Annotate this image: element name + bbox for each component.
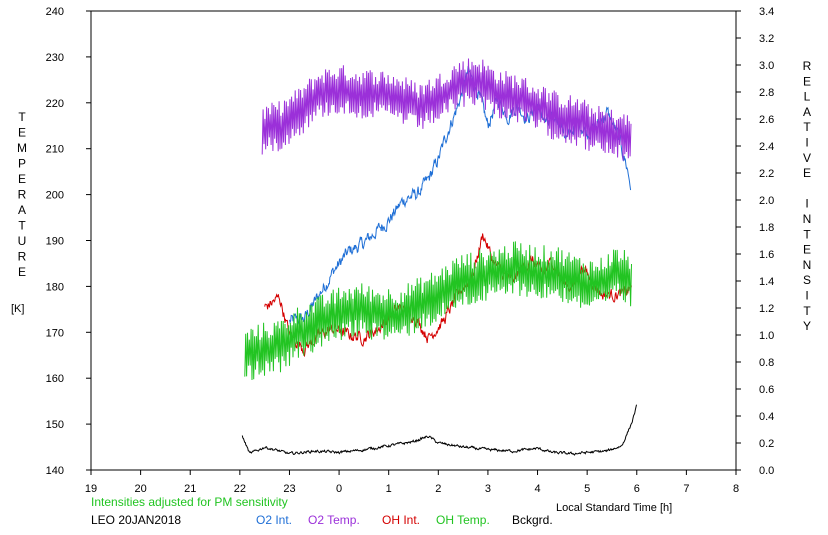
left-axis-title-letter: E	[18, 265, 26, 279]
left-y-tick-label: 240	[46, 6, 64, 18]
right-axis-title-letter: E	[803, 243, 811, 257]
series-line-oh-temp	[244, 241, 632, 381]
left-y-tick-label: 220	[46, 98, 64, 110]
right-y-tick-label: 3.2	[759, 33, 774, 45]
legend-item: OH Int.	[382, 513, 421, 527]
x-tick-label: 5	[584, 483, 590, 495]
legend-item: O2 Temp.	[308, 513, 360, 527]
left-axis-title-letter: T	[18, 110, 26, 124]
right-axis-title-letter: A	[803, 105, 811, 119]
right-y-tick-label: 0.0	[759, 465, 774, 477]
series-line-o2-temp	[261, 58, 632, 161]
right-axis-title-letter: V	[803, 151, 811, 165]
right-y-tick-label: 0.6	[759, 384, 774, 396]
right-y-tick-label: 1.8	[759, 222, 774, 234]
right-axis-title-letter: I	[805, 136, 808, 150]
right-axis-title-letter: Y	[803, 319, 811, 333]
left-y-tick-label: 190	[46, 236, 64, 248]
left-axis-title-letter: E	[18, 172, 26, 186]
right-axis-title-letter: T	[803, 227, 811, 241]
left-axis-title-letter: U	[18, 234, 27, 248]
left-axis-title-letter: P	[18, 157, 26, 171]
left-axis-title-letter: A	[18, 203, 26, 217]
axis-ticks: 19 20 21 22 23 0 1 2 3 4 5 6 7 8140150160170180190200…	[46, 6, 775, 495]
series-line-bckgrd	[241, 404, 637, 456]
legend-item: OH Temp.	[436, 513, 490, 527]
station-date-label: LEO 20JAN2018	[91, 513, 182, 527]
right-axis-title-letter: I	[805, 289, 808, 303]
series-lines	[241, 58, 637, 456]
left-y-tick-label: 140	[46, 465, 64, 477]
right-axis-title-letter: T	[803, 304, 811, 318]
x-tick-label: 2	[435, 483, 441, 495]
right-y-tick-label: 3.0	[759, 60, 774, 72]
left-axis-title-letter: M	[17, 141, 27, 155]
x-tick-label: 20	[134, 483, 146, 495]
left-axis-title-letter: R	[18, 250, 27, 264]
pm-sensitivity-note: Intensities adjusted for PM sensitivity	[91, 495, 288, 509]
series-line-o2-int	[289, 66, 632, 325]
left-y-tick-label: 180	[46, 281, 64, 293]
right-y-tick-label: 3.4	[759, 6, 774, 18]
right-axis-title-letter: S	[803, 273, 811, 287]
left-axis-title-letter: R	[18, 188, 27, 202]
left-y-tick-label: 150	[46, 419, 64, 431]
right-axis-title-letter: R	[803, 59, 812, 73]
right-axis-title-letter: I	[805, 197, 808, 211]
x-tick-label: 8	[733, 483, 739, 495]
x-tick-label: 3	[485, 483, 491, 495]
right-y-tick-label: 2.6	[759, 114, 774, 126]
legend-item: O2 Int.	[256, 513, 293, 527]
left-axis-unit: [K]	[11, 303, 24, 315]
right-axis-title-letter: N	[803, 258, 812, 272]
x-tick-label: 6	[634, 483, 640, 495]
right-axis-title-letter: E	[803, 74, 811, 88]
left-axis-title-letter: T	[18, 219, 26, 233]
right-y-tick-label: 1.0	[759, 330, 774, 342]
left-y-tick-label: 230	[46, 52, 64, 64]
right-y-tick-label: 1.4	[759, 276, 774, 288]
right-axis-title-letter: E	[803, 166, 811, 180]
right-y-tick-label: 0.4	[759, 411, 774, 423]
right-y-tick-label: 0.2	[759, 438, 774, 450]
right-y-tick-label: 2.0	[759, 195, 774, 207]
left-y-tick-label: 170	[46, 327, 64, 339]
x-tick-label: 0	[336, 483, 342, 495]
left-axis-title-letter: E	[18, 126, 26, 140]
plot-frame	[90, 10, 737, 471]
x-tick-label: 4	[534, 483, 540, 495]
right-axis-title-letter: L	[804, 90, 811, 104]
legend-item: Bckgrd.	[512, 513, 553, 527]
right-axis-title-letter: T	[803, 120, 811, 134]
x-tick-label: 1	[386, 483, 392, 495]
left-y-tick-label: 210	[46, 144, 64, 156]
x-tick-label: 19	[85, 483, 97, 495]
x-tick-label: 23	[283, 483, 295, 495]
right-y-tick-label: 1.6	[759, 249, 774, 261]
x-tick-label: 22	[234, 483, 246, 495]
x-tick-label: 7	[683, 483, 689, 495]
right-axis-title-letter: N	[803, 212, 812, 226]
right-y-tick-label: 2.4	[759, 141, 774, 153]
x-axis-label: Local Standard Time [h]	[556, 502, 672, 514]
left-y-tick-label: 200	[46, 190, 64, 202]
right-y-tick-label: 1.2	[759, 303, 774, 315]
x-tick-label: 21	[184, 483, 196, 495]
right-y-tick-label: 0.8	[759, 357, 774, 369]
left-y-tick-label: 160	[46, 373, 64, 385]
right-y-tick-label: 2.2	[759, 168, 774, 180]
right-y-tick-label: 2.8	[759, 87, 774, 99]
